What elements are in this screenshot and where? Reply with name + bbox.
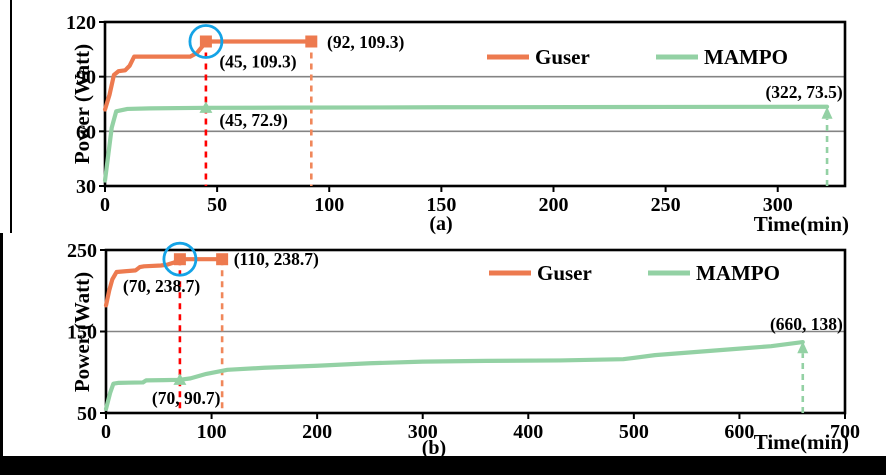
y-tick-label: 250 <box>67 240 97 262</box>
legend-label-guser: Guser <box>537 261 592 285</box>
x-tick-label: 150 <box>426 194 456 216</box>
chart-a: 0 50 100 150 200 250 300 30 60 90 120 (45, 109.3) (9… <box>66 12 849 236</box>
chart-b-x-axis-label: Time(min) <box>754 430 849 454</box>
arrowhead-up-icon <box>821 106 833 119</box>
legend-label-mampo: MAMPO <box>704 45 788 69</box>
bottom-black-bar <box>0 456 886 475</box>
annotation-text: (70, 90.7) <box>152 388 221 408</box>
chart-b-y-axis-label: Power (Watt) <box>70 272 94 392</box>
annotation-text: (45, 109.3) <box>219 52 296 72</box>
x-tick-label: 200 <box>538 194 568 216</box>
left-edge-line-top <box>10 0 12 233</box>
chart-a-y-axis-label: Power (Watt) <box>70 44 94 164</box>
x-tick-label: 700 <box>830 421 860 443</box>
x-tick-label: 300 <box>763 194 793 216</box>
x-tick-label: 600 <box>724 421 754 443</box>
chart-b-plot: 0 100 200 300 400 500 600 700 50 150 250 (70, 238.7… <box>67 240 860 443</box>
marker-square <box>199 35 212 48</box>
x-tick-label: 250 <box>651 194 681 216</box>
x-tick-label: 500 <box>619 421 649 443</box>
chart-b: 0 100 200 300 400 500 600 700 50 150 250 (70, 238.7… <box>67 240 860 457</box>
x-tick-label: 400 <box>513 421 543 443</box>
y-tick-label: 120 <box>66 12 96 34</box>
chart-a-caption: (a) <box>429 213 452 235</box>
x-tick-label: 100 <box>314 194 344 216</box>
annotation-text: (70, 238.7) <box>123 276 200 296</box>
y-tick-label: 50 <box>77 403 97 425</box>
arrowhead-up-icon <box>797 341 809 354</box>
annotation-text: (322, 73.5) <box>765 82 842 102</box>
legend-label-mampo: MAMPO <box>696 261 780 285</box>
y-tick-label: 150 <box>67 322 97 344</box>
marker-triangle <box>173 373 187 385</box>
annotation-text: (45, 72.9) <box>219 110 288 130</box>
legend-label-guser: Guser <box>535 45 590 69</box>
chart-b-legend: Guser MAMPO <box>489 261 780 285</box>
y-tick-label: 90 <box>76 67 96 89</box>
x-tick-label: 0 <box>100 194 110 216</box>
annotation-text: (110, 238.7) <box>234 249 319 269</box>
x-tick-label: 0 <box>101 421 111 443</box>
x-tick-label: 50 <box>207 194 227 216</box>
x-tick-label: 300 <box>408 421 438 443</box>
series-line-mampo <box>102 104 830 183</box>
highlight-circle <box>188 24 224 59</box>
chart-b-caption: (b) <box>422 437 446 457</box>
marker-square <box>305 35 318 48</box>
chart-a-x-axis-label: Time(min) <box>754 212 849 236</box>
highlight-circle <box>162 241 198 277</box>
chart-a-plot: 0 50 100 150 200 250 300 30 60 90 120 (45, 109.3) (9… <box>66 12 847 216</box>
y-tick-label: 30 <box>76 176 96 198</box>
series-line-mampo <box>103 339 805 412</box>
x-tick-label: 200 <box>302 421 332 443</box>
chart-a-legend: Guser MAMPO <box>487 45 788 69</box>
x-tick-label: 100 <box>197 421 227 443</box>
marker-triangle <box>199 101 213 113</box>
annotation-text: (660, 138) <box>770 314 843 334</box>
left-edge-line-bottom <box>0 233 3 457</box>
marker-square <box>216 253 229 266</box>
annotation-text: (92, 109.3) <box>327 32 404 52</box>
y-tick-label: 60 <box>76 121 96 143</box>
marker-square <box>173 253 186 266</box>
